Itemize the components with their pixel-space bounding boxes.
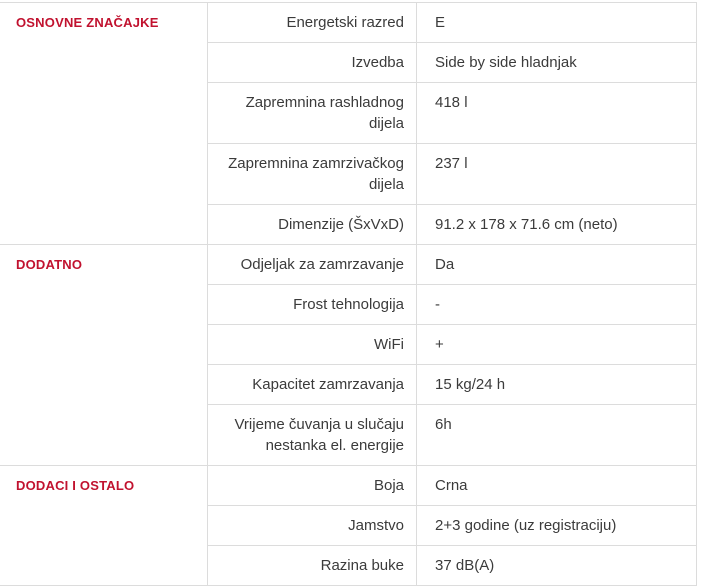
spec-value: Da: [435, 256, 455, 273]
spec-value: 418 l: [435, 94, 468, 111]
spec-value: 37 dB(A): [435, 557, 495, 574]
spec-value: 91.2 x 178 x 71.6 cm (neto): [435, 216, 618, 233]
spec-value: E: [435, 14, 446, 31]
section-rows: Energetski razred E Izvedba Side by side…: [208, 3, 696, 244]
spec-label: Energetski razred: [208, 3, 417, 42]
table-row: Izvedba Side by side hladnjak: [208, 42, 696, 82]
table-row: Dimenzije (ŠxVxD) 91.2 x 178 x 71.6 cm (…: [208, 204, 696, 244]
spec-value: Crna: [435, 477, 468, 494]
spec-label: Boja: [208, 466, 417, 505]
spec-label: Zapremnina rashladnog dijela: [208, 83, 417, 143]
spec-label: WiFi: [208, 325, 417, 364]
spec-value: 15 kg/24 h: [435, 376, 506, 393]
spec-value: 6h: [435, 416, 452, 433]
spec-label: Frost tehnologija: [208, 285, 417, 324]
spec-label: Razina buke: [208, 546, 417, 585]
spec-label: Izvedba: [208, 43, 417, 82]
section-rows: Odjeljak za zamrzavanje Da Frost tehnolo…: [208, 245, 696, 465]
spec-label: Odjeljak za zamrzavanje: [208, 245, 417, 284]
table-row: Energetski razred E: [208, 3, 696, 42]
spec-label: Dimenzije (ŠxVxD): [208, 205, 417, 244]
section-title: DODACI I OSTALO: [0, 466, 208, 585]
table-row: WiFi +: [208, 324, 696, 364]
section-title: OSNOVNE ZNAČAJKE: [0, 3, 208, 244]
spec-label: Vrijeme čuvanja u slučaju nestanka el. e…: [208, 405, 417, 465]
section-title: DODATNO: [0, 245, 208, 465]
spec-value: -: [435, 296, 440, 313]
table-row: Odjeljak za zamrzavanje Da: [208, 245, 696, 284]
table-row: Zapremnina zamrzivačkog dijela 237 l: [208, 143, 696, 204]
table-row: Boja Crna: [208, 466, 696, 505]
spec-section-osnovne-znacajke: OSNOVNE ZNAČAJKE Energetski razred E Izv…: [0, 3, 696, 245]
spec-label: Jamstvo: [208, 506, 417, 545]
spec-value: 2+3 godine (uz registraciju): [435, 517, 617, 534]
spec-label: Zapremnina zamrzivačkog dijela: [208, 144, 417, 204]
table-row: Kapacitet zamrzavanja 15 kg/24 h: [208, 364, 696, 404]
table-row: Jamstvo 2+3 godine (uz registraciju): [208, 505, 696, 545]
spec-label: Kapacitet zamrzavanja: [208, 365, 417, 404]
spec-value: 237 l: [435, 155, 468, 172]
spec-value: Side by side hladnjak: [435, 54, 577, 71]
section-rows: Boja Crna Jamstvo 2+3 godine (uz registr…: [208, 466, 696, 585]
table-row: Vrijeme čuvanja u slučaju nestanka el. e…: [208, 404, 696, 465]
table-row: Razina buke 37 dB(A): [208, 545, 696, 585]
spec-section-dodaci-i-ostalo: DODACI I OSTALO Boja Crna Jamstvo 2+3 go…: [0, 466, 696, 586]
spec-value: +: [435, 336, 444, 353]
spec-section-dodatno: DODATNO Odjeljak za zamrzavanje Da Frost…: [0, 245, 696, 466]
table-row: Zapremnina rashladnog dijela 418 l: [208, 82, 696, 143]
table-row: Frost tehnologija -: [208, 284, 696, 324]
